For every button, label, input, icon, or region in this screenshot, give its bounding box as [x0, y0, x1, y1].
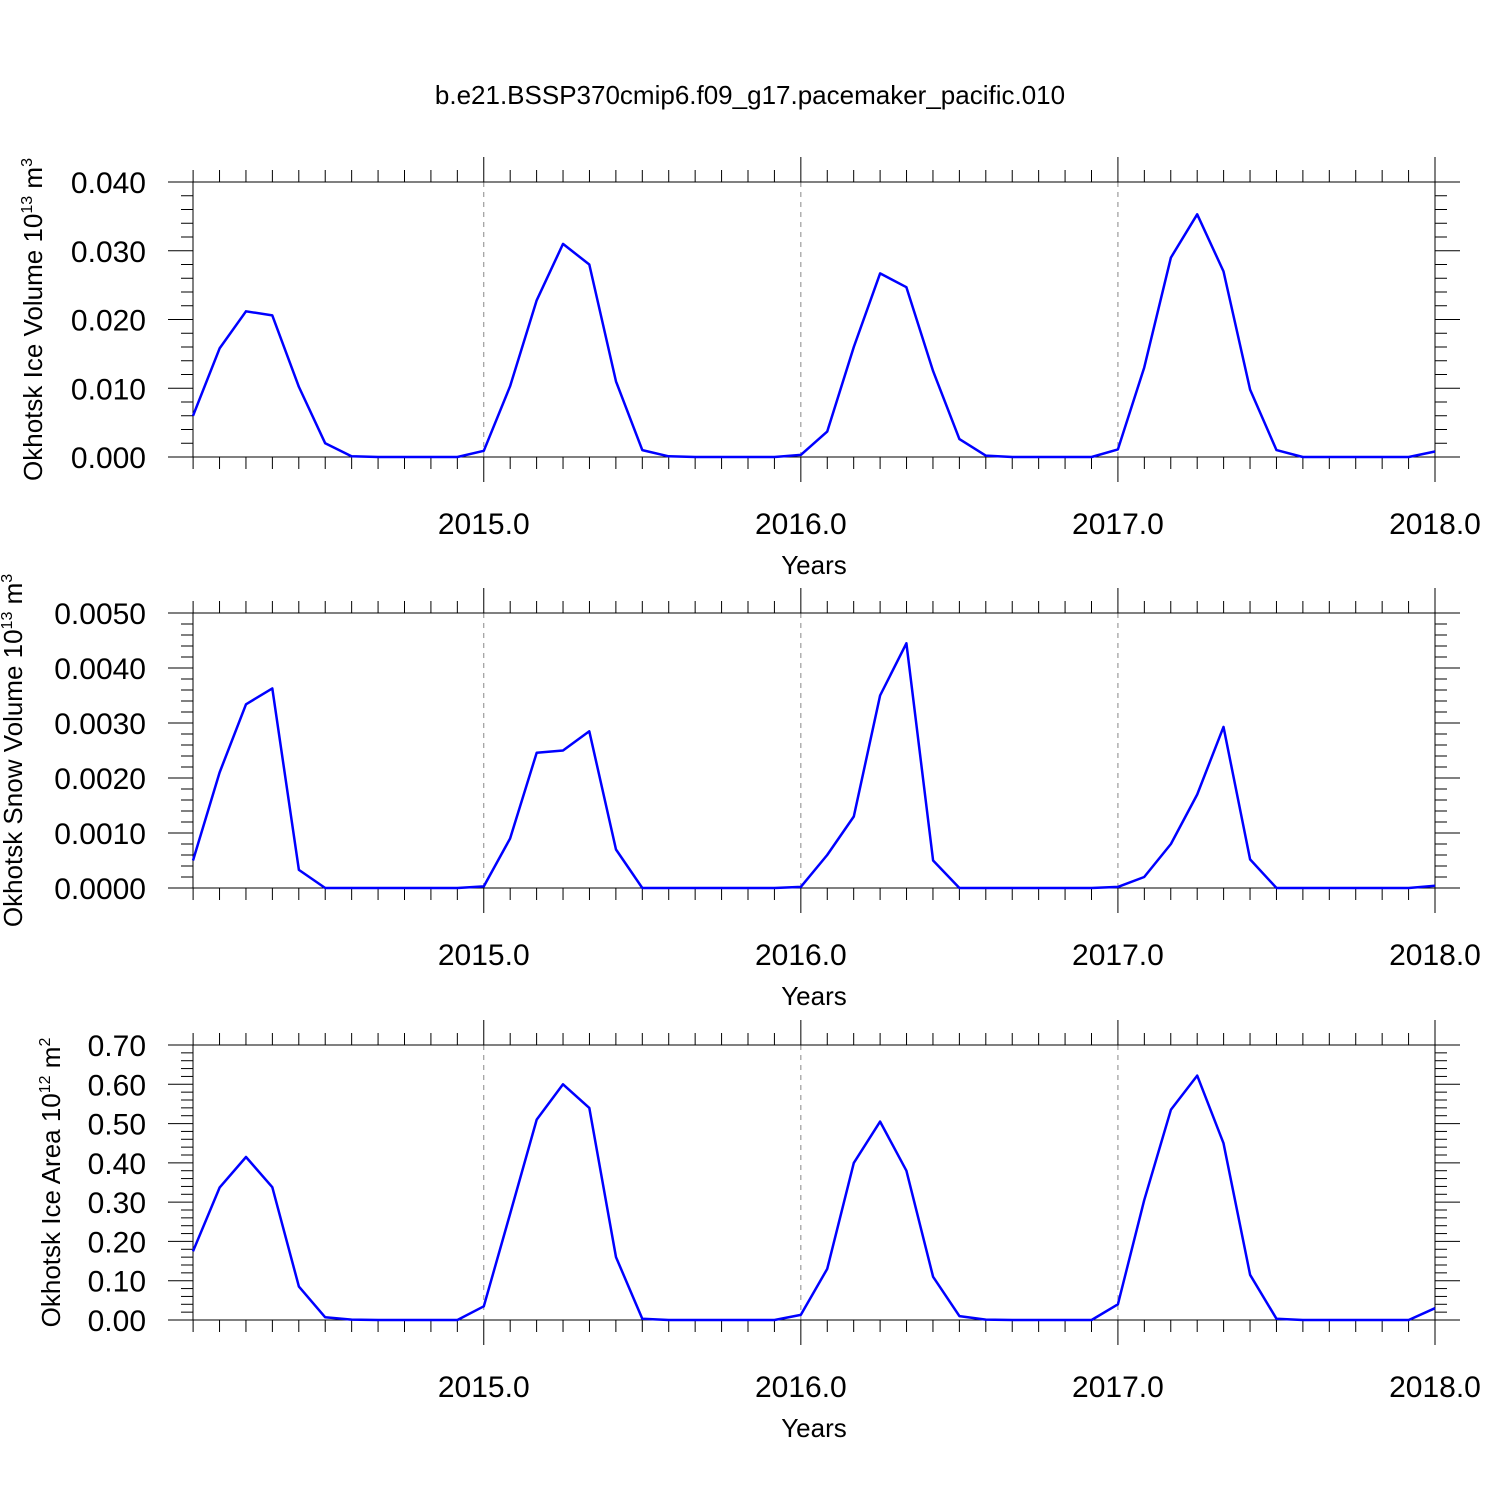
x-tick-label: 2016.0 [755, 508, 847, 541]
x-tick-label: 2018.0 [1389, 1371, 1481, 1404]
series-line [191, 1074, 1436, 1322]
y-tick-label: 0.020 [71, 305, 146, 338]
y-tick-label: 0.030 [71, 236, 146, 269]
y-tick-label: 0.40 [88, 1148, 146, 1181]
x-axis-label: Years [781, 1413, 847, 1443]
y-tick-label: 0.040 [71, 167, 146, 200]
x-tick-label: 2015.0 [438, 1371, 530, 1404]
x-tick-label: 2015.0 [438, 939, 530, 972]
y-tick-label: 0.010 [71, 373, 146, 406]
y-axis-label: Okhotsk Ice Volume 1013 m3 [18, 158, 48, 481]
series-line [191, 213, 1436, 459]
x-tick-label: 2018.0 [1389, 939, 1481, 972]
y-tick-label: 0.0030 [54, 708, 146, 741]
panel-3: 0.00 0.10 0.20 0.30 0.40 0.50 0.60 0.70 2015.0 20… [36, 1020, 1481, 1443]
y-tick-label: 0.30 [88, 1187, 146, 1220]
panel-1: 0.000 0.010 0.020 0.030 0.040 2015.0 2016.0 201… [18, 157, 1481, 580]
x-tick-label: 2015.0 [438, 508, 530, 541]
plot-frame [192, 181, 1436, 458]
y-tick-label: 0.10 [88, 1266, 146, 1299]
y-tick-label: 0.0010 [54, 818, 146, 851]
y-axis-label: Okhotsk Snow Volume 1013 m3 [0, 574, 28, 927]
panel-2: 0.0000 0.0010 0.0020 0.0030 0.0040 0.0050 2015… [0, 574, 1481, 1011]
y-tick-label: 0.000 [71, 442, 146, 475]
y-tick-label: 0.70 [88, 1030, 146, 1063]
y-tick-label: 0.0020 [54, 763, 146, 796]
x-tick-label: 2017.0 [1072, 939, 1164, 972]
x-tick-label: 2017.0 [1072, 1371, 1164, 1404]
x-axis-label: Years [781, 550, 847, 580]
y-tick-label: 0.0000 [54, 873, 146, 906]
y-tick-label: 0.0050 [54, 598, 146, 631]
y-axis-label: Okhotsk Ice Area 1012 m2 [36, 1038, 66, 1328]
y-tick-label: 0.20 [88, 1226, 146, 1259]
x-tick-label: 2016.0 [755, 939, 847, 972]
x-tick-label: 2017.0 [1072, 508, 1164, 541]
y-tick-label: 0.60 [88, 1069, 146, 1102]
y-tick-label: 0.00 [88, 1305, 146, 1338]
y-tick-label: 0.50 [88, 1109, 146, 1142]
page-title: b.e21.BSSP370cmip6.f09_g17.pacemaker_pac… [434, 80, 1066, 110]
x-tick-label: 2018.0 [1389, 508, 1481, 541]
series-line [191, 642, 1436, 890]
y-tick-label: 0.0040 [54, 653, 146, 686]
x-axis-label: Years [781, 981, 847, 1011]
plot-frame [192, 1044, 1436, 1321]
x-tick-label: 2016.0 [755, 1371, 847, 1404]
plot-frame [192, 612, 1436, 889]
